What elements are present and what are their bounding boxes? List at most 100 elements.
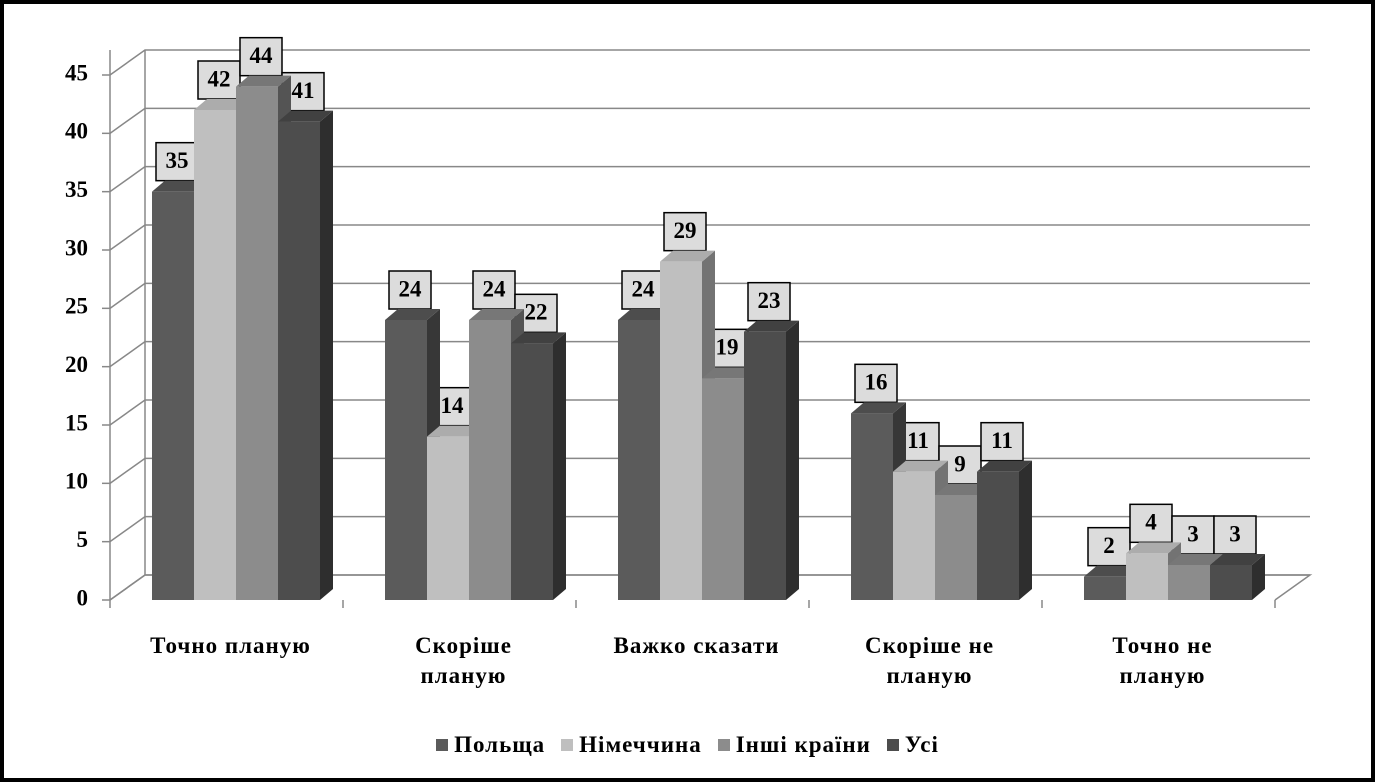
- bar-front: [511, 343, 553, 600]
- bar-front: [427, 436, 469, 600]
- bar-top: [1210, 554, 1265, 565]
- bar-side: [553, 332, 566, 600]
- data-label: 16: [865, 370, 888, 395]
- data-label-box: [663, 211, 707, 252]
- legend-item: Польща: [436, 732, 545, 758]
- data-label: 4: [1145, 510, 1157, 535]
- x-tick-label: Скоріше планую: [415, 633, 512, 688]
- bar-top: [1126, 542, 1181, 554]
- y-tick-label: 25: [65, 294, 88, 319]
- data-label-box: [1213, 515, 1257, 555]
- bar-top: [618, 309, 673, 320]
- data-label-box: [980, 421, 1024, 462]
- data-label-box: [747, 281, 791, 322]
- grid-line: [109, 224, 1310, 251]
- bar-side: [1252, 554, 1265, 600]
- legend-label: Польща: [454, 732, 546, 757]
- y-tick-label: 10: [65, 469, 88, 494]
- data-label-box: [197, 60, 241, 100]
- bar-front: [702, 378, 744, 600]
- bar: [744, 320, 799, 600]
- bar-front: [744, 331, 786, 600]
- bar-top: [1084, 565, 1139, 577]
- bar-front: [1126, 553, 1168, 600]
- data-label: 3: [1229, 521, 1241, 546]
- data-label: 23: [758, 288, 781, 313]
- grid-line: [109, 107, 1310, 134]
- bar-top: [385, 309, 440, 320]
- data-label: 29: [674, 218, 697, 243]
- bar-front: [851, 413, 893, 600]
- bar-front: [385, 320, 427, 600]
- bar-front: [1210, 565, 1252, 600]
- data-label: 35: [166, 148, 189, 173]
- x-tick-label: Важко сказати: [613, 633, 780, 658]
- legend-swatch: [886, 739, 899, 751]
- bar-front: [1084, 576, 1126, 600]
- data-label: 2: [1103, 533, 1115, 558]
- data-label: 22: [525, 300, 548, 325]
- bar-top: [744, 320, 799, 332]
- bar-front: [618, 320, 660, 600]
- data-label: 14: [441, 393, 465, 418]
- bar-front: [660, 261, 702, 600]
- bar: [977, 460, 1032, 600]
- y-tick-label: 35: [65, 177, 88, 202]
- grid-line: [109, 399, 1310, 426]
- bar-top: [427, 425, 482, 437]
- data-label: 3: [1187, 521, 1199, 546]
- legend-item: Німеччина: [561, 732, 702, 758]
- bar-top: [511, 332, 566, 344]
- data-label: 42: [208, 66, 231, 91]
- bar: [511, 332, 566, 600]
- bar-top: [893, 460, 948, 472]
- data-label: 19: [716, 335, 739, 360]
- legend-label: Німеччина: [579, 732, 702, 757]
- legend-label: Інші країни: [735, 732, 871, 757]
- bar-top: [1168, 554, 1223, 565]
- y-tick-label: 30: [65, 235, 88, 260]
- bar-top: [935, 484, 990, 495]
- bar-front: [278, 121, 320, 601]
- data-label: 9: [954, 451, 966, 476]
- y-tick-label: 5: [77, 527, 89, 552]
- grid-line: [109, 165, 1310, 193]
- bar: [278, 110, 333, 601]
- bar-side: [1019, 460, 1032, 600]
- x-tick-label: Скоріше не планую: [864, 633, 995, 688]
- bar-front: [194, 110, 236, 600]
- data-label-box: [239, 36, 283, 77]
- data-label: 11: [991, 428, 1013, 453]
- legend-item: Інші країни: [717, 732, 871, 758]
- bar-top: [851, 402, 906, 414]
- bar-top: [152, 180, 207, 192]
- legend-swatch: [717, 739, 730, 751]
- y-tick-label: 20: [65, 352, 88, 377]
- bar-front: [977, 471, 1019, 600]
- grid-line: [109, 49, 1310, 76]
- bar-side: [320, 110, 333, 601]
- data-label: 24: [399, 276, 423, 301]
- x-tick-label: Точно не планую: [1112, 633, 1213, 688]
- bar-front: [1168, 565, 1210, 600]
- y-tick-label: 15: [65, 410, 88, 435]
- bar-front: [152, 191, 194, 600]
- data-label: 44: [250, 43, 274, 68]
- data-label: 24: [632, 276, 656, 301]
- bar-top: [660, 250, 715, 262]
- bar-top: [469, 309, 524, 320]
- bar-top: [278, 110, 333, 122]
- legend-swatch: [436, 739, 449, 751]
- data-label-box: [155, 141, 199, 182]
- bar-front: [236, 86, 278, 600]
- grid-line: [109, 282, 1310, 309]
- legend: Польща Німеччина Інші країни Усі: [4, 732, 1371, 758]
- data-label-box: [621, 270, 665, 310]
- x-tick-label: Точно планую: [150, 633, 311, 658]
- bar-side: [786, 320, 799, 600]
- data-label-box: [1129, 503, 1173, 544]
- legend-label: Усі: [904, 732, 939, 757]
- data-label: 24: [483, 276, 507, 301]
